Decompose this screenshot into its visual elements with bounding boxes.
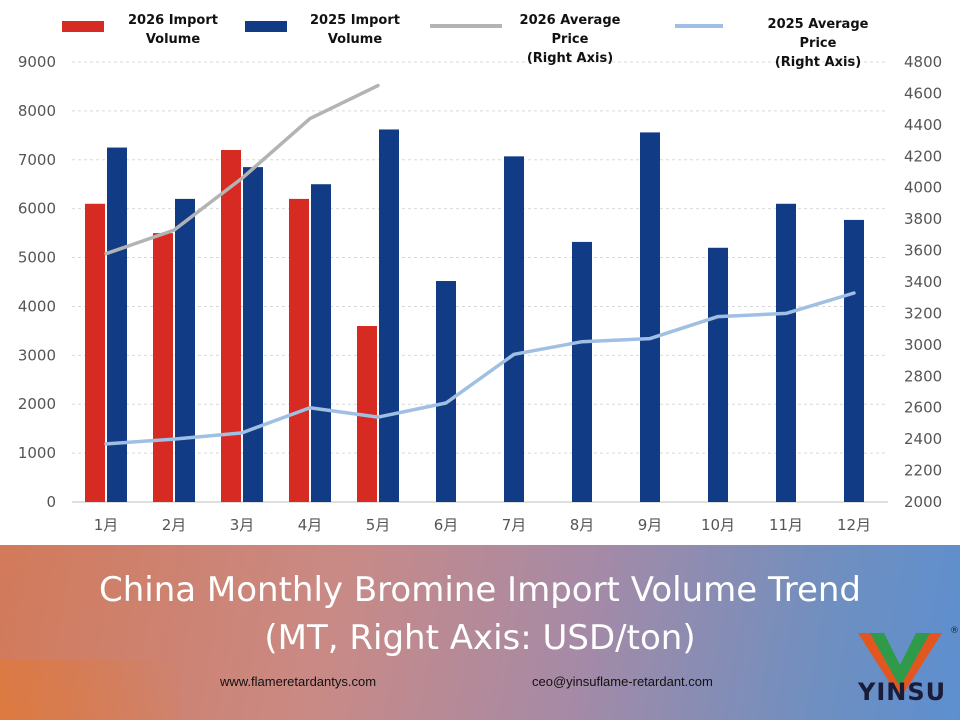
title-banner: China Monthly Bromine Import Volume Tren… xyxy=(0,545,960,720)
y-right-tick-label: 2600 xyxy=(904,399,942,417)
line-2026-avg-price xyxy=(104,83,380,256)
chart-svg: 0 1000 2000 3000 4000 5000 6000 7000 8000 9000 200… xyxy=(18,53,942,534)
bar-2026-volume xyxy=(153,233,173,502)
bar-2025-volume xyxy=(504,156,524,502)
y-right-tick-label: 4400 xyxy=(904,116,942,134)
legend-label-2026-volume: 2026 Import Volume xyxy=(128,13,218,47)
bar-2025-volume xyxy=(107,147,127,503)
bar-2025-volume xyxy=(436,281,456,502)
legend-label-2025-volume: 2025 Import Volume xyxy=(310,13,400,47)
bar-2026-volume xyxy=(289,198,309,502)
y-right-tick-label: 4000 xyxy=(904,179,942,197)
y-left-tick-label: 3000 xyxy=(18,346,56,364)
bar-2025-volume xyxy=(175,198,195,502)
bar-2026-volume xyxy=(85,203,105,502)
y-right-tick-label: 4600 xyxy=(904,84,942,102)
y-right-tick-label: 3000 xyxy=(904,336,942,354)
y-right-tick-label: 3400 xyxy=(904,273,942,291)
chart-title-line-1: China Monthly Bromine Import Volume Tren… xyxy=(98,570,862,610)
bar-2025-volume xyxy=(379,129,399,502)
y-left-tick-label: 4000 xyxy=(18,297,56,315)
legend-swatch-2025-price xyxy=(675,24,723,28)
logo-wordmark: YINSU xyxy=(858,678,947,706)
y-right-tick-label: 2800 xyxy=(904,367,942,385)
x-tick-label: 10月 xyxy=(701,516,735,534)
legend-swatch-2026-volume xyxy=(62,21,104,32)
bar-2025-volume xyxy=(243,167,263,502)
y-left-tick-label: 7000 xyxy=(18,151,56,169)
y-left-tick-label: 2000 xyxy=(18,395,56,413)
y-right-tick-label: 3800 xyxy=(904,210,942,228)
x-tick-label: 12月 xyxy=(837,516,871,534)
legend-label-2025-price: 2025 Average Price (Right Axis) xyxy=(767,17,869,70)
y-right-tick-label: 3200 xyxy=(904,304,942,322)
y-left-tick-label: 5000 xyxy=(18,249,56,267)
x-tick-label: 8月 xyxy=(570,516,595,534)
x-tick-label: 7月 xyxy=(502,516,527,534)
x-tick-label: 3月 xyxy=(230,516,255,534)
x-tick-label: 5月 xyxy=(366,516,391,534)
y-left-tick-label: 9000 xyxy=(18,53,56,71)
y-right-tick-label: 2000 xyxy=(904,493,942,511)
y-right-tick-label: 3600 xyxy=(904,242,942,260)
y-right-tick-label: 2400 xyxy=(904,430,942,448)
bar-2025-volume xyxy=(640,132,660,502)
x-tick-label: 2月 xyxy=(162,516,187,534)
bar-2025-volume xyxy=(844,219,864,502)
x-tick-label: 4月 xyxy=(298,516,323,534)
bar-2025-volume xyxy=(776,203,796,502)
chart-title-line-2: (MT, Right Axis: USD/ton) xyxy=(264,618,696,658)
x-tick-label: 6月 xyxy=(434,516,459,534)
line-2025-avg-price xyxy=(104,291,856,446)
legend-label-2026-price: 2026 Average Price (Right Axis) xyxy=(519,13,621,66)
y-right-tick-label: 2200 xyxy=(904,462,942,480)
bar-2025-volume xyxy=(708,247,728,502)
y-left-tick-label: 6000 xyxy=(18,200,56,218)
y-left-tick-label: 0 xyxy=(46,493,56,511)
x-tick-label: 1月 xyxy=(94,516,119,534)
bar-2025-volume xyxy=(572,241,592,502)
bar-2026-volume xyxy=(221,150,241,502)
chart-area: 0 1000 2000 3000 4000 5000 6000 7000 8000 9000 200… xyxy=(17,13,943,534)
yinsu-logo-icon xyxy=(858,633,942,699)
bar-2025-volume xyxy=(311,184,331,502)
y-left-tick-label: 1000 xyxy=(18,444,56,462)
y-left-tick-label: 8000 xyxy=(18,102,56,120)
x-tick-label: 9月 xyxy=(638,516,663,534)
email-text: ceo@yinsuflame-retardant.com xyxy=(532,674,713,689)
website-text: www.flameretardantys.com xyxy=(220,674,377,689)
y-right-tick-label: 4200 xyxy=(904,147,942,165)
x-tick-label: 11月 xyxy=(769,516,803,534)
legend-swatch-2025-volume xyxy=(245,21,287,32)
y-right-tick-label: 4800 xyxy=(904,53,942,71)
legend-swatch-2026-price xyxy=(430,24,502,28)
registered-mark: ® xyxy=(950,626,959,636)
